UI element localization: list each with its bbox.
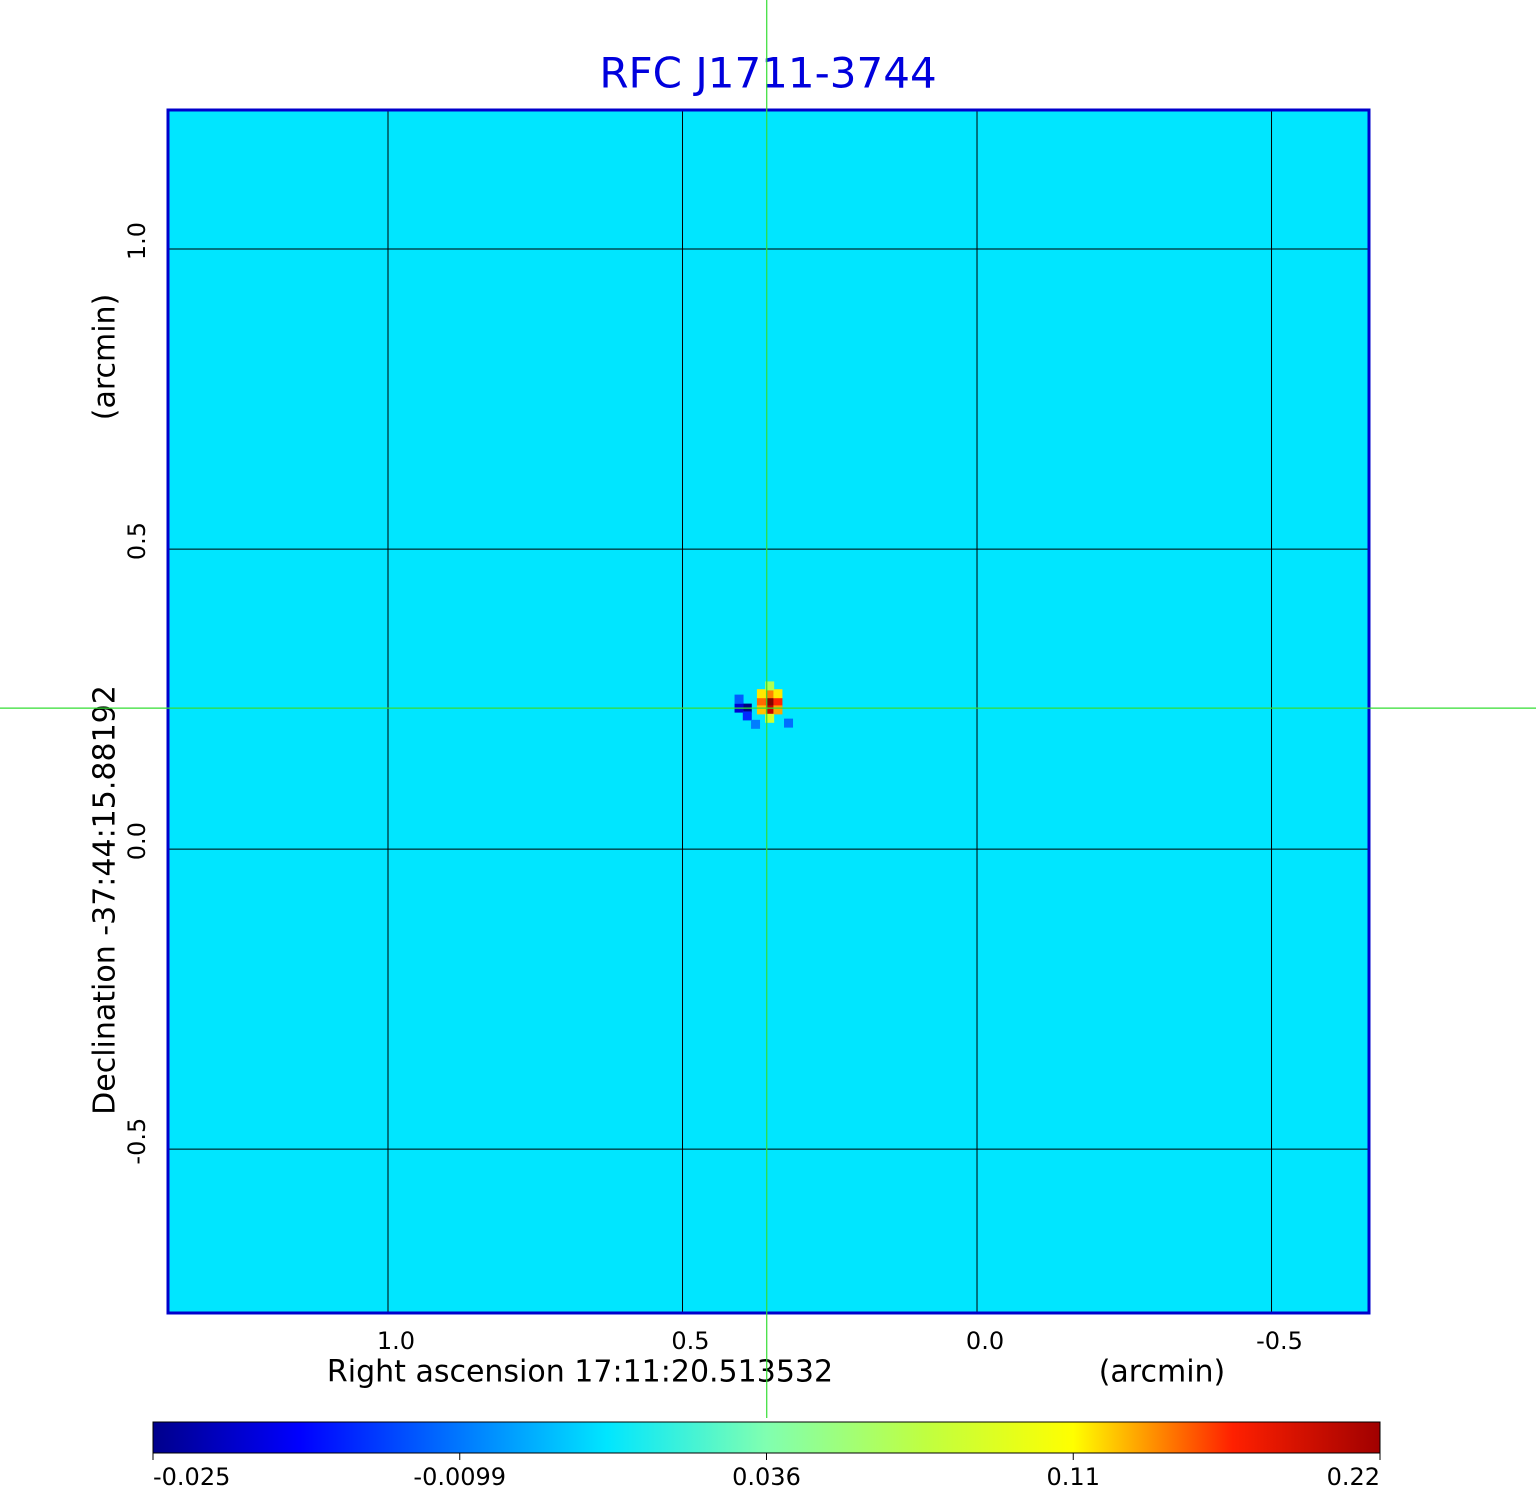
colorbar-tick-label: -0.0099 xyxy=(413,1463,506,1491)
pixel xyxy=(734,694,744,704)
x-tick-label: 1.0 xyxy=(377,1327,415,1355)
x-tick-label: -0.5 xyxy=(1256,1327,1303,1355)
x-tick-label: 0.5 xyxy=(671,1327,709,1355)
colorbar-tick-label: 0.22 xyxy=(1327,1463,1380,1491)
pixel xyxy=(765,705,775,715)
y-tick-label: 1.0 xyxy=(123,222,151,260)
y-tick-label: 0.5 xyxy=(123,522,151,560)
pixel xyxy=(765,713,775,723)
y-tick-label: 0.0 xyxy=(123,822,151,860)
y-tick-label: -0.5 xyxy=(123,1118,151,1165)
grid xyxy=(168,110,1369,1313)
pixel xyxy=(765,697,775,707)
pixel xyxy=(765,689,775,699)
x-axis-unit: (arcmin) xyxy=(1099,1355,1226,1390)
x-axis-label: Right ascension 17:11:20.513532 xyxy=(327,1355,833,1390)
pixel xyxy=(756,697,766,707)
colorbar-tick-label: 0.036 xyxy=(732,1463,801,1491)
y-axis-unit: (arcmin) xyxy=(88,294,123,421)
y-axis-label: Declination -37:44:15.88192 xyxy=(88,685,123,1115)
pixel xyxy=(756,689,766,699)
pixel xyxy=(765,681,775,691)
pixel xyxy=(773,705,783,715)
pixel xyxy=(773,689,783,699)
pixel xyxy=(773,697,783,707)
pixel xyxy=(742,711,752,721)
frame xyxy=(166,108,1371,1315)
colorbar xyxy=(152,1421,1381,1454)
pixels xyxy=(734,681,794,729)
pixel xyxy=(784,718,794,728)
colorbar-tick-label: 0.11 xyxy=(1047,1463,1100,1491)
colorbar-tick-label: -0.025 xyxy=(153,1463,230,1491)
x-tick-label: 0.0 xyxy=(966,1327,1004,1355)
chart-title: RFC J1711-3744 xyxy=(599,49,936,98)
pixel xyxy=(756,705,766,715)
pixel xyxy=(751,719,761,729)
